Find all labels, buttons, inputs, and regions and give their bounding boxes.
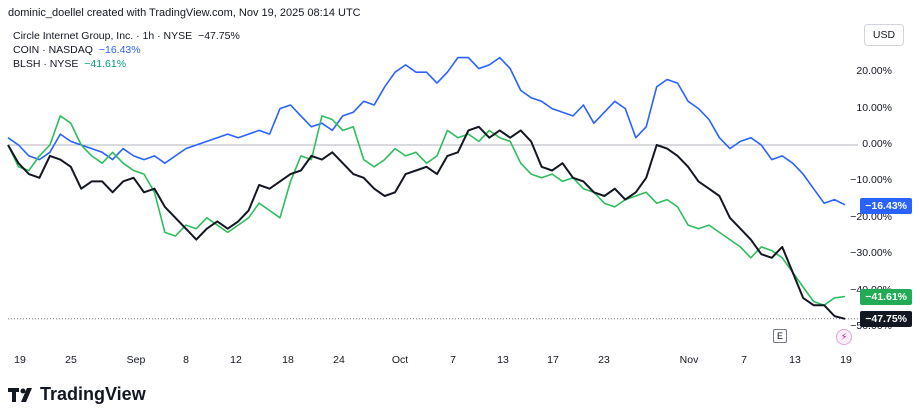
- x-tick-label: 12: [230, 354, 242, 366]
- y-tick-label: −10.00%: [850, 174, 892, 187]
- legend-symbol: BLSH · NYSE: [13, 58, 79, 70]
- y-tick-label: 0.00%: [862, 138, 892, 150]
- x-tick-label: Sep: [126, 354, 146, 366]
- tradingview-logo-icon: [8, 387, 32, 402]
- x-tick-label: 24: [333, 354, 345, 366]
- legend-symbol: Circle Internet Group, Inc. · 1h · NYSE: [13, 30, 193, 42]
- x-tick-label: 19: [14, 354, 26, 366]
- legend-row-coin[interactable]: COIN · NASDAQ −16.43%: [13, 43, 240, 57]
- x-tick-label: 23: [598, 354, 610, 366]
- x-tick-label: 13: [789, 354, 801, 366]
- earnings-marker[interactable]: E: [773, 329, 787, 343]
- y-tick-label: 10.00%: [856, 101, 892, 114]
- legend-change: −47.75%: [198, 30, 240, 42]
- x-tick-label: 25: [65, 354, 77, 366]
- legend-symbol: COIN · NASDAQ: [13, 44, 93, 56]
- x-tick-label: 19: [840, 354, 852, 366]
- y-tick-label: −30.00%: [850, 247, 892, 260]
- legend-row-circle[interactable]: Circle Internet Group, Inc. · 1h · NYSE …: [13, 29, 240, 43]
- series-line-blsh[interactable]: [7, 115, 846, 306]
- brand-name: TradingView: [40, 384, 146, 404]
- x-tick-label: 18: [282, 354, 294, 366]
- legend-change: −16.43%: [98, 44, 141, 56]
- series-line-coin[interactable]: [7, 56, 846, 206]
- x-tick-label: 8: [183, 354, 189, 366]
- x-tick-label: 13: [497, 354, 509, 366]
- y-tick-label: 20.00%: [856, 65, 892, 78]
- x-tick-label: Nov: [679, 354, 699, 366]
- series-line-circle[interactable]: [7, 125, 846, 320]
- legend-change: −41.61%: [84, 58, 127, 70]
- chart-legend: Circle Internet Group, Inc. · 1h · NYSE …: [13, 29, 240, 71]
- last-value-badge: −41.61%: [860, 289, 912, 305]
- x-tick-label: 7: [450, 354, 456, 366]
- last-value-badge: −16.43%: [860, 198, 912, 214]
- legend-row-blsh[interactable]: BLSH · NYSE −41.61%: [13, 57, 240, 71]
- x-tick-label: Oct: [391, 354, 409, 366]
- currency-button[interactable]: USD: [864, 24, 904, 46]
- brand-logo: TradingView: [8, 384, 146, 405]
- lightning-icon[interactable]: ⚡: [836, 329, 852, 345]
- chart-credit: dominic_doellel created with TradingView…: [8, 7, 361, 19]
- x-tick-label: 17: [547, 354, 559, 366]
- x-tick-label: 7: [741, 354, 747, 366]
- last-value-badge: −47.75%: [860, 311, 912, 327]
